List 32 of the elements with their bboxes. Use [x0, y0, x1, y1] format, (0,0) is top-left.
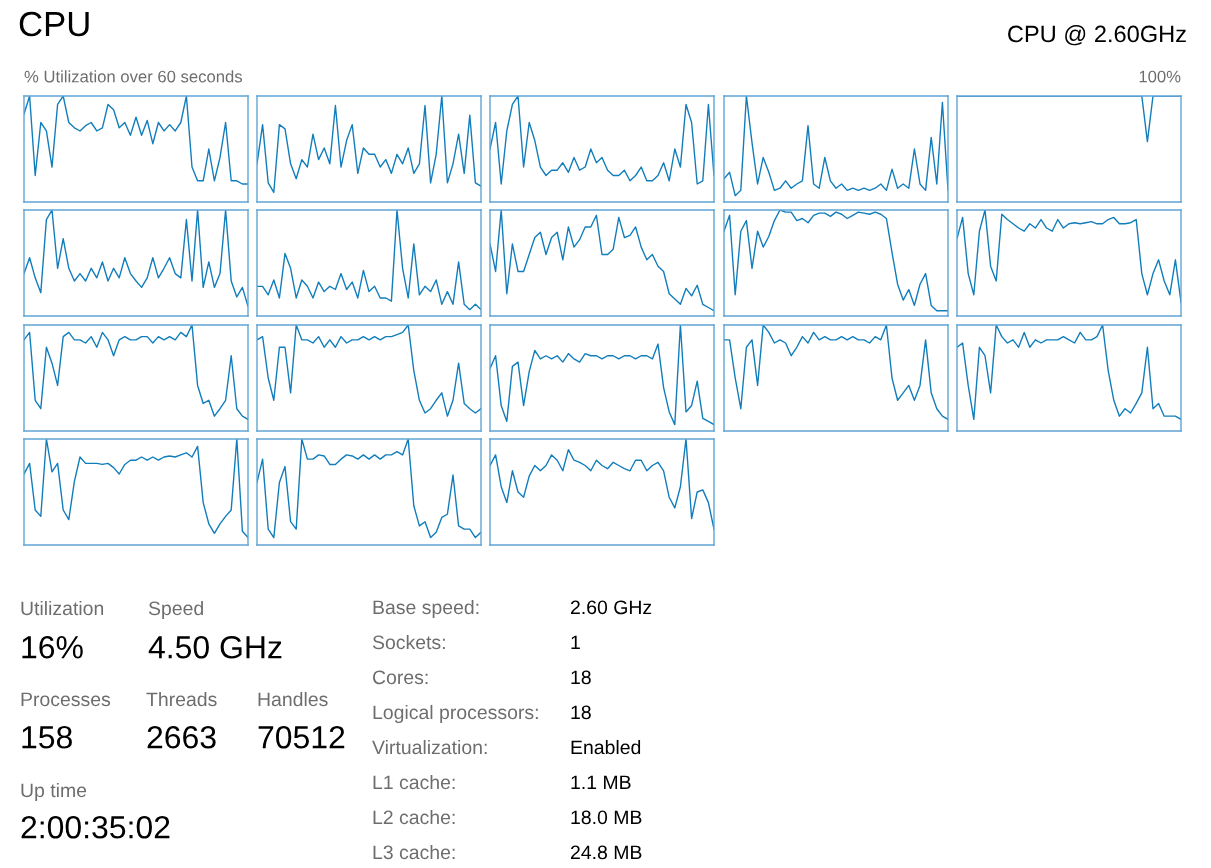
text: 18 — [571, 670, 591, 685]
text: Virtualization: — [372, 739, 487, 755]
text: L1 cache: — [373, 774, 455, 790]
text: 2663 — [147, 725, 216, 749]
text: Base speed: — [373, 599, 479, 619]
text: 2:00:35:02 — [21, 815, 170, 839]
text: 16% — [22, 635, 83, 659]
text: 158 — [22, 725, 72, 749]
text: 2.60 GHz — [570, 600, 652, 615]
text: Up time — [21, 782, 87, 802]
text: Speed — [148, 600, 203, 620]
text: Enabled — [571, 739, 641, 755]
text: Threads — [146, 691, 217, 707]
text: Sockets: — [372, 634, 445, 650]
text: 4.50 GHz — [148, 635, 282, 659]
text: 70512 — [258, 725, 345, 749]
text: % Utilization over 60 seconds — [24, 70, 243, 83]
text: Logical processors: — [373, 704, 538, 724]
text: CPU @ 2.60GHz — [1008, 25, 1186, 46]
text: 100% — [1139, 70, 1181, 83]
text: Utilization — [21, 600, 104, 616]
text: Handles — [258, 691, 328, 707]
text: Processes — [21, 692, 111, 707]
text: L3 cache: — [373, 844, 455, 860]
text: 1.1 MB — [571, 775, 631, 790]
text: L2 cache: — [373, 809, 455, 825]
text: Cores: — [372, 670, 428, 685]
text: 18.0 MB — [571, 810, 642, 825]
text: 24.8 MB — [570, 845, 642, 860]
text: CPU — [19, 11, 89, 37]
text: 18 — [571, 705, 591, 720]
text: 1 — [571, 635, 580, 650]
